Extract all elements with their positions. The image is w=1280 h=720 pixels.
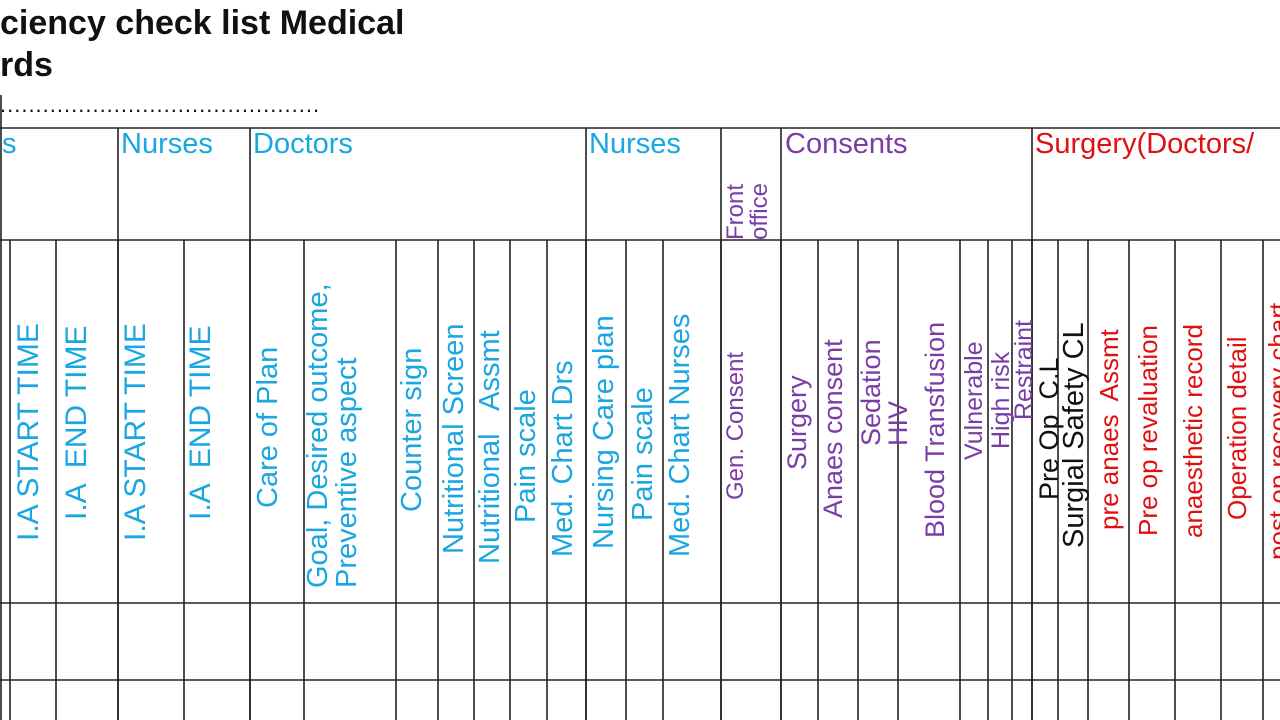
column-header: Pain scale — [510, 389, 542, 523]
group-label: Nurses — [121, 128, 213, 160]
column-header: anaesthetic record — [1178, 324, 1208, 538]
column-header: Nutritional Screen — [438, 323, 470, 555]
column-header: Pre op revaluation — [1133, 324, 1163, 536]
column-header: Anaes consent — [818, 339, 848, 518]
column-header: Blood Transfusion — [920, 321, 950, 538]
group-label: Nurses — [589, 128, 681, 160]
column-header: pre anaes Assmt — [1094, 329, 1124, 530]
column-header: I.A END TIME — [60, 325, 93, 521]
dotted-fill-line: ........................................… — [0, 92, 321, 117]
column-header: Care of Plan — [252, 346, 284, 508]
column-header: Counter sign — [396, 347, 428, 512]
column-header: Med. Chart Drs — [547, 360, 579, 557]
page-title: ciency check list Medical — [0, 4, 405, 42]
column-header: post op recovery chart — [1263, 302, 1280, 560]
page-title-continued: rds — [0, 46, 53, 84]
group-label: s — [2, 128, 17, 160]
group-label: Front office — [722, 183, 773, 240]
column-header: Surgery — [782, 375, 812, 470]
group-label: Doctors — [253, 128, 353, 160]
column-header: Nutritional Assmt — [474, 330, 506, 564]
column-header: Vulnerable — [960, 341, 988, 460]
column-header: Surgial Safety CL — [1058, 322, 1090, 548]
group-label: Surgery(Doctors/ — [1035, 128, 1255, 160]
column-header: Pain scale — [627, 387, 659, 521]
column-header: I.A START TIME — [119, 323, 152, 541]
column-header: I.A START TIME — [12, 323, 45, 541]
group-label: Consents — [785, 128, 908, 160]
column-header: Goal, Desired outcome, Preventive aspect — [302, 283, 363, 588]
column-header: Sedation HIV — [856, 339, 913, 446]
column-header: Nursing Care plan — [588, 315, 620, 549]
column-header: Operation detail — [1222, 336, 1252, 520]
column-header: Gen. Consent — [722, 351, 749, 500]
column-header: I.A END TIME — [184, 325, 217, 521]
column-header: Med. Chart Nurses — [664, 313, 696, 557]
